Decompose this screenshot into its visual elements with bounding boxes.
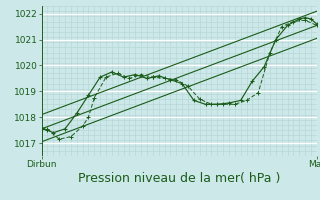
X-axis label: Pression niveau de la mer( hPa ): Pression niveau de la mer( hPa )	[78, 172, 280, 185]
